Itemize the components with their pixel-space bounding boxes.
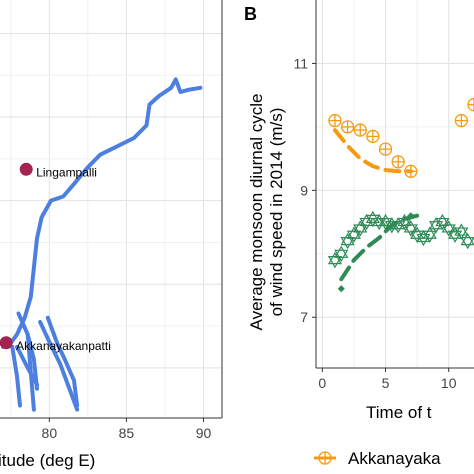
series-point bbox=[391, 155, 405, 169]
panel-b-y-label-line-1: Average monsoon diurnal cycle bbox=[247, 94, 266, 331]
panel-b-legend: Akkanayaka bbox=[314, 449, 441, 468]
panel-b-plot-area bbox=[316, 0, 474, 368]
panel-b-x-label: Time of t bbox=[366, 403, 432, 422]
panel-a-grid bbox=[0, 0, 222, 418]
series-point bbox=[353, 123, 367, 137]
series-point bbox=[378, 142, 393, 156]
series-point bbox=[404, 164, 418, 178]
panel-a-x-tick-label: 90 bbox=[196, 425, 212, 441]
legend-label: Akkanayaka bbox=[348, 449, 441, 468]
series-point bbox=[340, 120, 355, 134]
panel-b-letter: B bbox=[244, 4, 257, 24]
river-line bbox=[16, 311, 39, 391]
panel-b-y-label-line-2: of wind speed in 2014 (m/s) bbox=[267, 108, 286, 317]
series-fit-line bbox=[333, 128, 413, 174]
panel-a-x-tick-label: 80 bbox=[42, 425, 58, 441]
series-dot bbox=[337, 285, 345, 293]
site-label: Akkanayakanpatti bbox=[16, 339, 111, 353]
panel-b: B Average monsoon diurnal cycle of wind … bbox=[244, 0, 474, 468]
panel-b-y-tick-label: 9 bbox=[300, 182, 308, 198]
panel-a-plot-area bbox=[0, 0, 222, 418]
site-marker bbox=[0, 336, 13, 350]
panel-b-x-tick-label: 5 bbox=[382, 375, 390, 391]
panel-a-x-tick-label: 85 bbox=[119, 425, 135, 441]
river-line bbox=[1, 77, 203, 349]
panel-b-x-tick-label: 0 bbox=[318, 375, 326, 391]
panel-a: Lingampalli Akkanayakanpatti 80 85 90 itude… bbox=[0, 0, 223, 470]
panel-b-y-ticks: 7 9 11 bbox=[293, 55, 316, 325]
panel-b-grid bbox=[316, 0, 474, 368]
river-line bbox=[38, 319, 80, 412]
panel-b-y-tick-label: 11 bbox=[293, 55, 308, 71]
panel-a-x-label: itude (deg E) bbox=[0, 451, 95, 470]
site-marker bbox=[19, 162, 33, 176]
panel-a-rivers bbox=[1, 77, 203, 412]
series-point bbox=[460, 232, 474, 250]
legend-key-marker bbox=[318, 451, 332, 465]
panel-b-series bbox=[327, 98, 474, 293]
series-point bbox=[366, 129, 380, 144]
series-point bbox=[334, 245, 349, 262]
series-point bbox=[328, 113, 342, 128]
series-point bbox=[454, 223, 469, 240]
panel-a-x-ticks: 80 85 90 bbox=[42, 418, 212, 441]
series-point bbox=[454, 113, 469, 128]
panel-a-sites: Lingampalli Akkanayakanpatti bbox=[0, 162, 111, 353]
series-dot bbox=[407, 212, 415, 220]
site-label: Lingampalli bbox=[36, 165, 97, 179]
panel-b-y-tick-label: 7 bbox=[300, 309, 308, 325]
panel-b-x-ticks: 0 5 10 bbox=[318, 368, 457, 391]
series-point bbox=[467, 98, 474, 112]
river-line bbox=[25, 332, 36, 412]
series-point bbox=[422, 226, 437, 243]
river-line bbox=[45, 315, 80, 408]
river-line bbox=[10, 344, 22, 408]
panel-b-x-tick-label: 10 bbox=[441, 375, 457, 391]
river-line bbox=[15, 344, 39, 387]
